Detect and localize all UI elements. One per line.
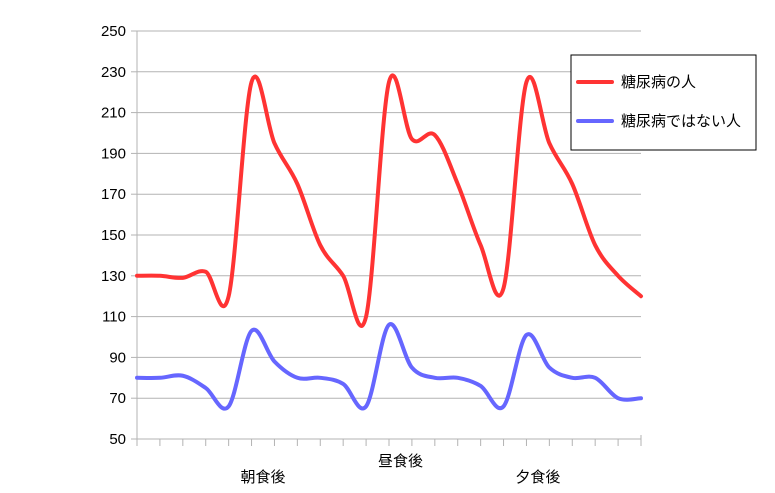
legend-label-series-2: 糖尿病ではない人: [621, 112, 741, 130]
gridlines: [131, 30, 641, 440]
y-tick-label: 190: [101, 145, 126, 162]
legend-box: [570, 54, 757, 151]
category-label: 昼食後: [378, 452, 423, 470]
legend: 糖尿病の人 糖尿病ではない人: [570, 54, 757, 151]
y-tick-label: 110: [102, 309, 126, 326]
category-label: 朝食後: [240, 468, 285, 486]
y-tick-label: 170: [101, 186, 126, 203]
series-lines: [135, 73, 643, 411]
y-tick-label: 210: [101, 105, 126, 122]
y-tick-label: 130: [101, 268, 126, 285]
y-tick-label: 50: [109, 431, 126, 448]
legend-label-series-1: 糖尿病の人: [621, 73, 696, 91]
y-tick-label: 230: [101, 64, 126, 81]
y-tick-label: 90: [109, 349, 126, 366]
series-line-1: [135, 73, 643, 328]
y-tick-label: 250: [101, 23, 126, 40]
category-label: 夕食後: [515, 468, 560, 486]
y-tick-label: 70: [109, 390, 126, 407]
y-tick-label: 150: [101, 227, 126, 244]
x-axis-ticks: [136, 439, 642, 446]
y-tick-labels: 50 70 90 110 130 150 170 190 210 230 250: [101, 23, 126, 448]
series-line-2: [135, 322, 643, 411]
